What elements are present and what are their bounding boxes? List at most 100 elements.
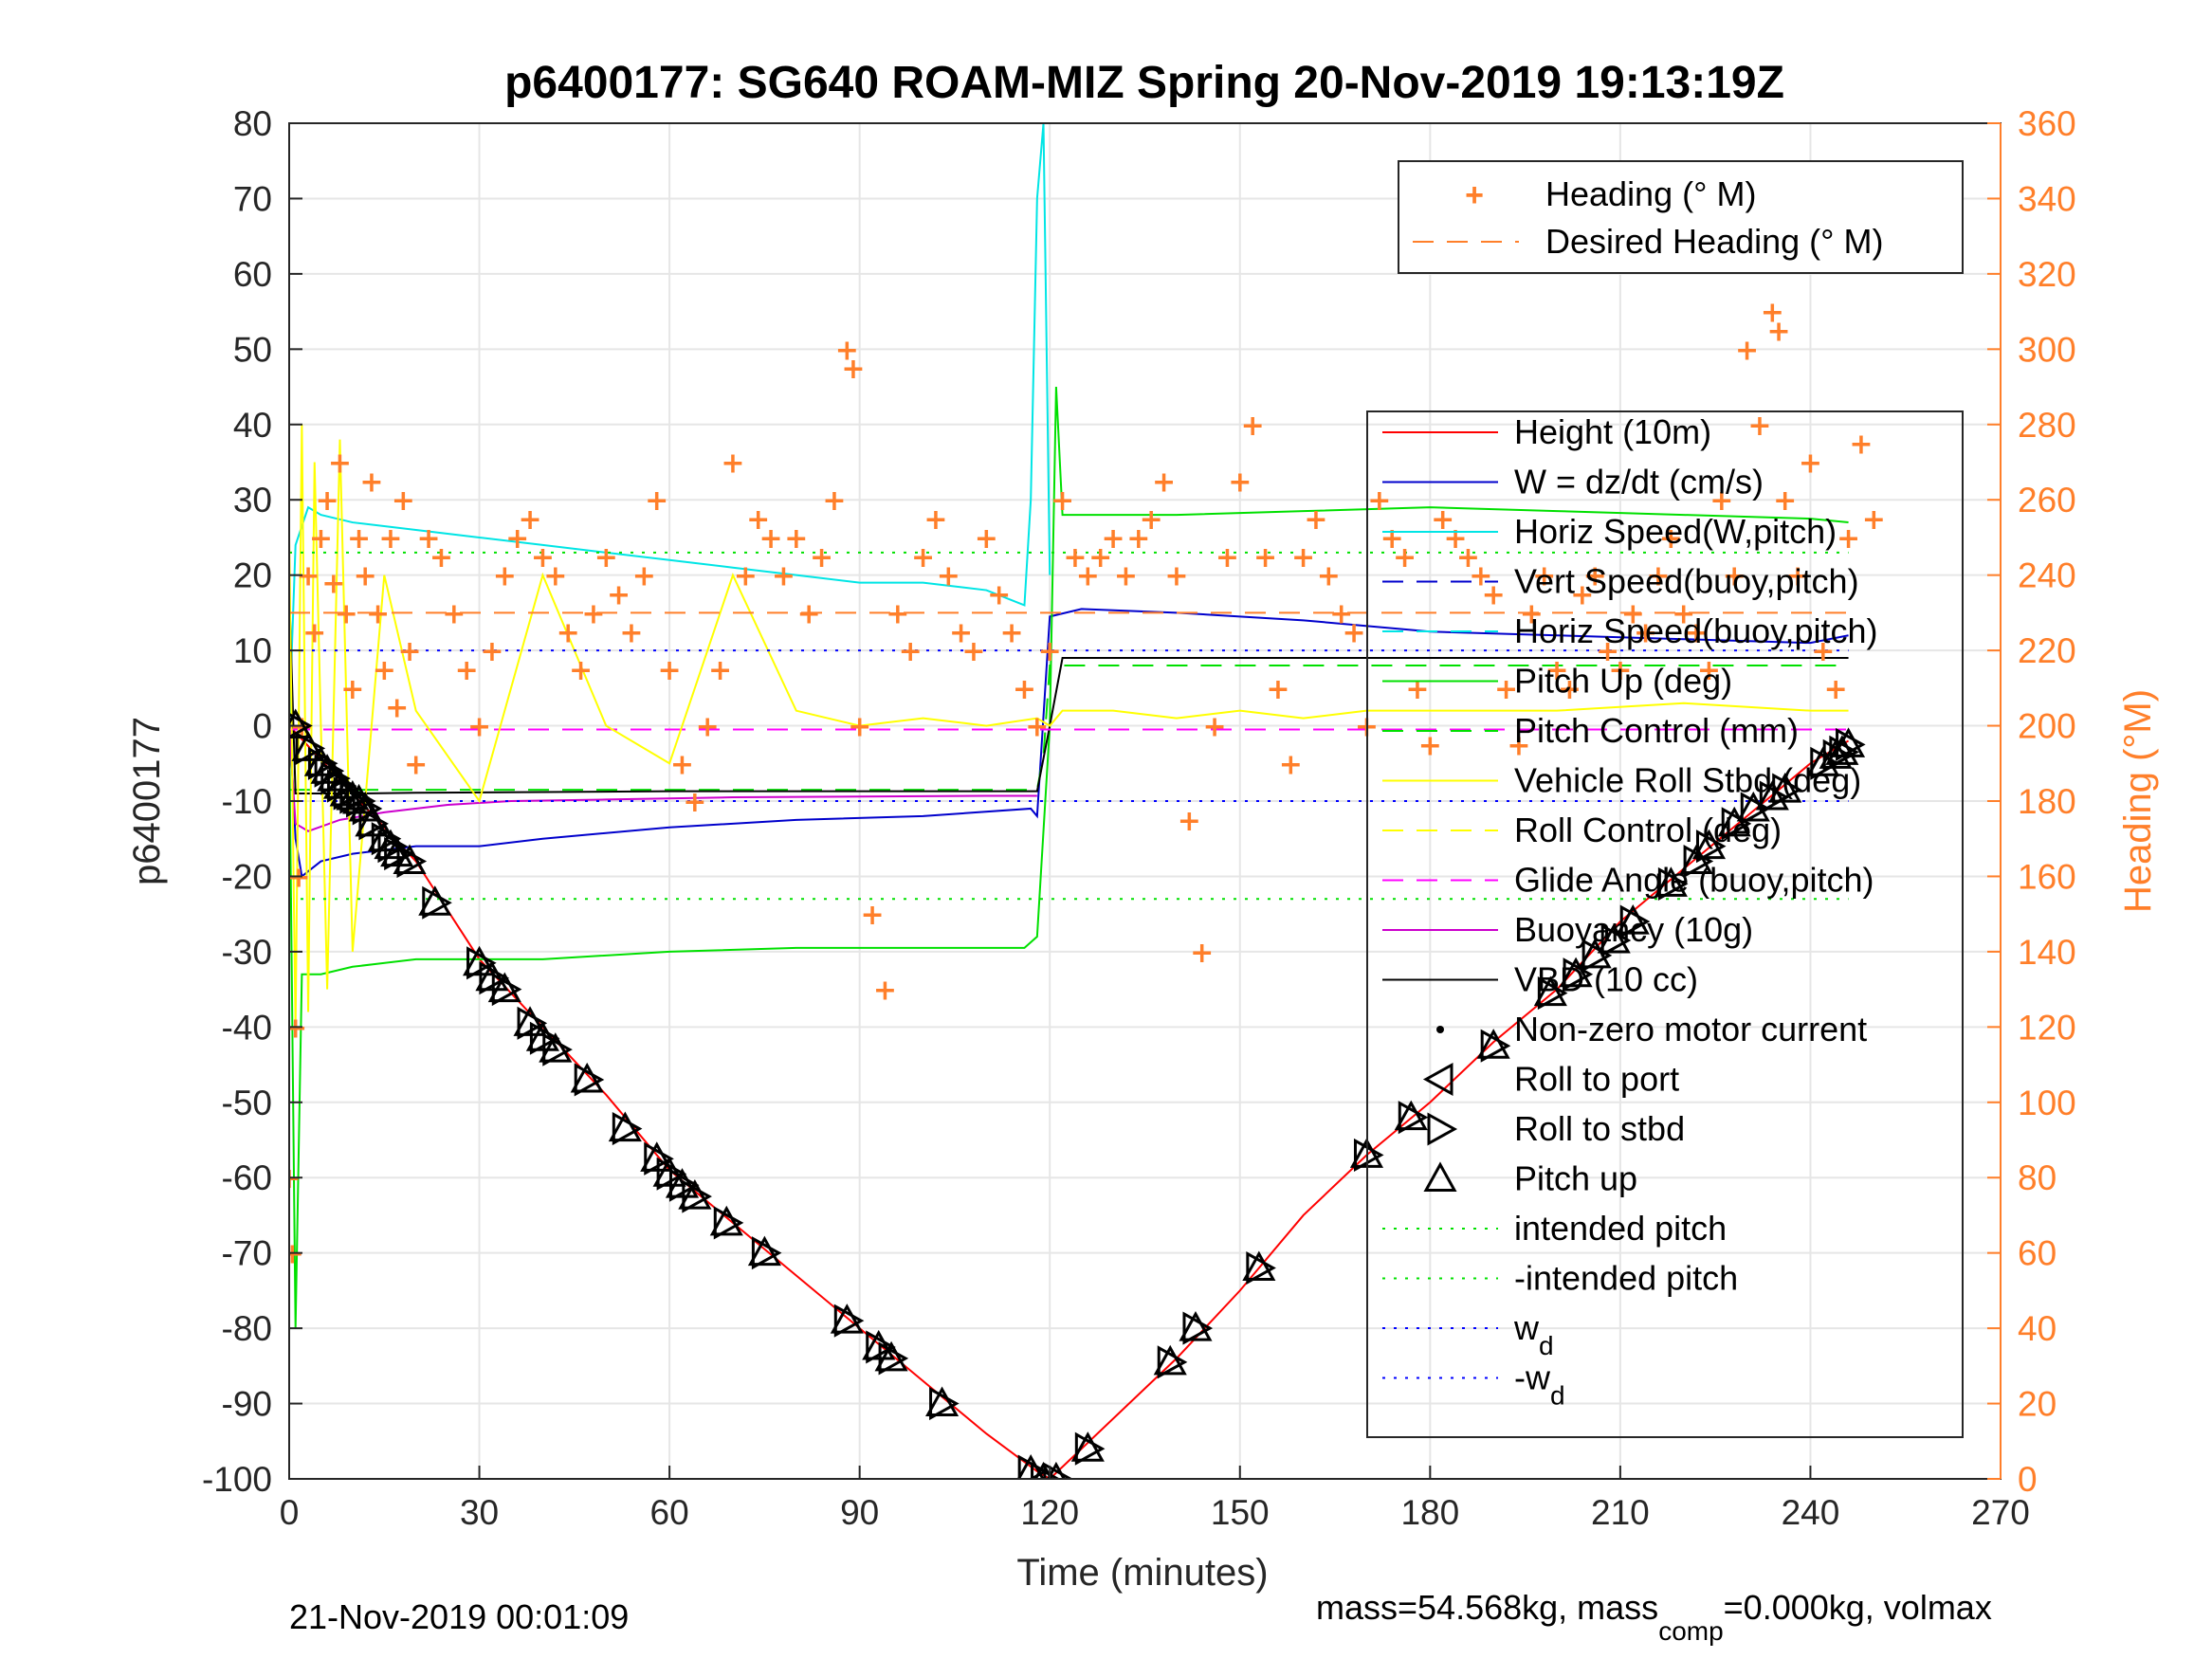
heading-point: +: [1051, 484, 1074, 518]
marker-roll-stbd: [1157, 1345, 1188, 1379]
legend-heading-box: [1398, 160, 1964, 274]
marker-roll-stbd: [491, 973, 522, 1007]
x-tick-label: 240: [1782, 1493, 1840, 1532]
heading-point: +: [1608, 654, 1632, 687]
y-tick-label: 20: [233, 556, 272, 595]
heading-point: +: [835, 334, 859, 367]
heading-point: +: [1405, 673, 1429, 706]
y-tick-label: 30: [233, 481, 272, 520]
legend-heading-marker: +: [1465, 177, 1484, 213]
heading-point: +: [1418, 729, 1442, 762]
marker-roll-stbd: [1695, 830, 1727, 864]
heading-point: +: [987, 579, 1011, 612]
heading-point: +: [277, 1162, 301, 1195]
heading-point: +: [1761, 297, 1784, 330]
heading-point: +: [683, 786, 706, 819]
heading-point: +: [417, 522, 441, 556]
heading-point: +: [670, 748, 694, 781]
marker-pitch-up: [1616, 904, 1650, 935]
legend-label: VBD (10 cc): [1514, 960, 1698, 999]
heading-point: +: [1659, 522, 1683, 556]
legend-main-box: [1366, 410, 1964, 1438]
heading-point: +: [860, 899, 884, 932]
marker-roll-stbd: [542, 1032, 573, 1066]
heading-point: +: [949, 616, 973, 649]
heading-point: +: [937, 560, 960, 593]
marker-roll-stbd: [1182, 1311, 1214, 1345]
heading-point: +: [1532, 560, 1556, 593]
marker-roll-stbd: [1537, 976, 1568, 1011]
footer-right-sub: comp: [1658, 1616, 1723, 1646]
y-right-tick-label: 260: [2018, 481, 2076, 520]
heading-point: +: [1228, 465, 1252, 499]
heading-point: +: [1025, 711, 1049, 744]
y-tick-label: -70: [222, 1234, 272, 1273]
heading-point: +: [1558, 673, 1581, 706]
heading-point: +: [1735, 334, 1759, 367]
heading-point: +: [1766, 315, 1790, 348]
marker-pitch-up: [1691, 829, 1727, 860]
heading-point: +: [961, 635, 985, 668]
y-right-tick-label: 220: [2018, 631, 2076, 670]
x-tick-label: 0: [280, 1493, 300, 1532]
heading-point: +: [1152, 465, 1176, 499]
heading-point: +: [493, 560, 517, 593]
heading-point: +: [1570, 579, 1594, 612]
y-tick-label: -20: [222, 857, 272, 896]
legend-desired-heading-label: Desired Heading (° M): [1545, 222, 1884, 261]
heading-point: +: [797, 597, 821, 630]
y-right-tick-label: 320: [2018, 255, 2076, 294]
heading-point: +: [1317, 560, 1341, 593]
heading-point: +: [1266, 673, 1289, 706]
y-tick-label: 50: [233, 330, 272, 369]
heading-point: +: [1202, 711, 1226, 744]
heading-point: +: [658, 654, 682, 687]
y-tick-label: -10: [222, 782, 272, 821]
x-tick-label: 210: [1591, 1493, 1650, 1532]
heading-point: +: [1088, 541, 1112, 574]
x-tick-label: 30: [460, 1493, 499, 1532]
heading-point: +: [1102, 522, 1125, 556]
marker-pitch-up: [1070, 1431, 1105, 1462]
y-tick-label: 40: [233, 406, 272, 445]
heading-point: +: [1799, 447, 1822, 481]
heading-point: +: [366, 597, 390, 630]
heading-point: +: [467, 711, 491, 744]
heading-point: +: [543, 560, 567, 593]
chart-title: p6400177: SG640 ROAM-MIZ Spring 20-Nov-2…: [504, 58, 1784, 108]
heading-point: +: [1038, 635, 1062, 668]
marker-roll-stbd: [713, 1206, 744, 1240]
heading-point: +: [645, 484, 668, 518]
legend-label: -intended pitch: [1514, 1259, 1738, 1298]
marker-pitch-up: [1559, 957, 1593, 988]
heading-point: +: [1367, 484, 1391, 518]
x-tick-label: 150: [1211, 1493, 1270, 1532]
heading-point: +: [404, 748, 428, 781]
heading-point: +: [1849, 428, 1873, 462]
legend-label: Vehicle Roll Stbd (deg): [1514, 761, 1861, 800]
heading-point: +: [397, 635, 421, 668]
heading-point: +: [1634, 616, 1657, 649]
legend-label: Buoyancy (10g): [1514, 910, 1753, 949]
marker-roll-stbd: [1600, 923, 1632, 957]
heading-point: +: [1507, 729, 1530, 762]
heading-point: +: [1444, 522, 1468, 556]
heading-point: +: [1824, 673, 1848, 706]
marker-roll-stbd: [612, 1112, 643, 1146]
heading-point: +: [1697, 654, 1721, 687]
marker-pitch-up: [1768, 772, 1802, 803]
heading-point: +: [354, 560, 377, 593]
marker-pitch-up: [570, 1062, 604, 1093]
heading-point: +: [721, 447, 744, 481]
y-right-tick-label: 40: [2018, 1309, 2057, 1348]
heading-point: +: [1482, 579, 1506, 612]
marker-roll-stbd: [1721, 807, 1752, 841]
legend-label-sub: d: [1539, 1331, 1554, 1360]
marker-pitch-up: [487, 972, 521, 1003]
heading-point: +: [1000, 616, 1024, 649]
axes: 0 30 60 90 120 150 180 210 240 270-100-90-80-70-6…: [202, 104, 2076, 1532]
heading-point: +: [734, 560, 758, 593]
marker-roll-stbd: [1480, 1029, 1511, 1063]
marker-pitch-up: [1533, 975, 1567, 1007]
